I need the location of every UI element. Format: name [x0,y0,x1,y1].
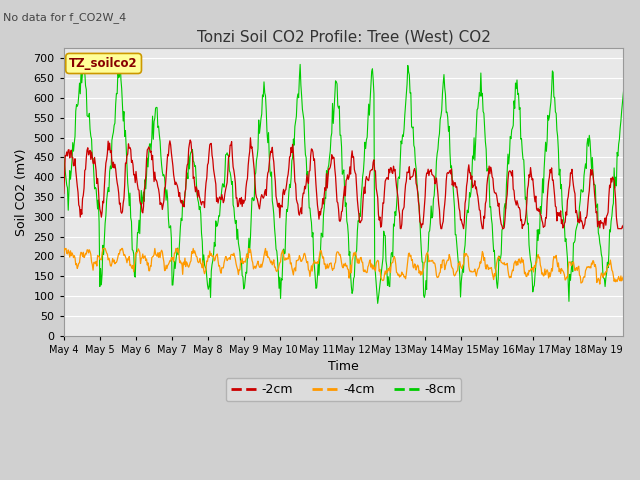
Y-axis label: Soil CO2 (mV): Soil CO2 (mV) [15,148,28,236]
Title: Tonzi Soil CO2 Profile: Tree (West) CO2: Tonzi Soil CO2 Profile: Tree (West) CO2 [196,29,490,44]
Text: No data for f_CO2W_4: No data for f_CO2W_4 [3,12,127,23]
Legend: -2cm, -4cm, -8cm: -2cm, -4cm, -8cm [225,378,461,401]
Text: TZ_soilco2: TZ_soilco2 [69,57,138,70]
X-axis label: Time: Time [328,360,359,373]
